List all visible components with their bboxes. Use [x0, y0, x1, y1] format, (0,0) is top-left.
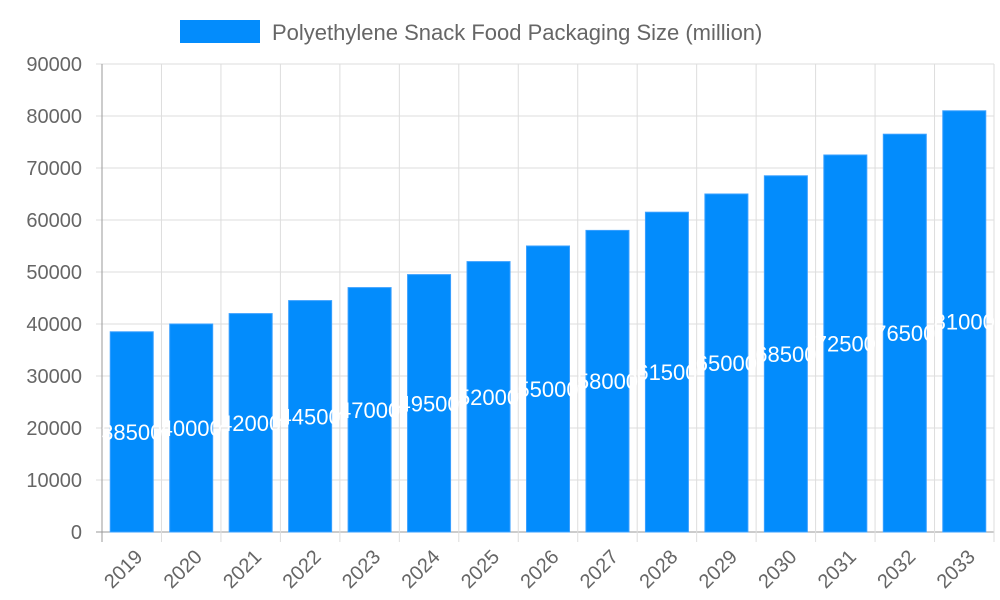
x-tick-label: 2030 — [754, 546, 801, 593]
bar-2028[interactable] — [644, 211, 689, 533]
y-tick-label: 90000 — [26, 54, 82, 76]
bar-2020[interactable] — [169, 323, 214, 533]
bar-2031[interactable] — [823, 154, 868, 533]
legend[interactable]: Polyethylene Snack Food Packaging Size (… — [180, 20, 762, 45]
data-label-2024: 49500 — [398, 391, 459, 416]
x-tick-label: 2026 — [517, 546, 564, 593]
bars — [109, 110, 987, 533]
y-tick-label: 20000 — [26, 418, 82, 440]
bar-2019[interactable] — [109, 331, 154, 533]
bar-2030[interactable] — [763, 175, 808, 533]
x-tick-label: 2024 — [398, 546, 445, 593]
bar-2022[interactable] — [288, 300, 333, 533]
x-tick-label: 2022 — [279, 546, 326, 593]
bar-2023[interactable] — [347, 287, 392, 533]
legend-swatch — [180, 20, 260, 43]
data-label-2030: 68500 — [755, 342, 816, 367]
x-tick-label: 2033 — [933, 546, 980, 593]
y-tick-label: 70000 — [26, 158, 82, 180]
bar-2027[interactable] — [585, 229, 630, 533]
y-tick-label: 50000 — [26, 262, 82, 284]
data-label-2026: 55000 — [517, 377, 578, 402]
data-label-2022: 44500 — [280, 404, 341, 429]
y-tick-label: 60000 — [26, 210, 82, 232]
x-tick-label: 2019 — [100, 546, 147, 593]
data-label-2033: 81000 — [934, 309, 995, 334]
data-label-2023: 47000 — [339, 398, 400, 423]
bar-2021[interactable] — [228, 313, 273, 533]
x-tick-label: 2028 — [635, 546, 682, 593]
y-tick-label: 40000 — [26, 314, 82, 336]
y-tick-label: 0 — [71, 522, 82, 544]
x-tick-label: 2020 — [160, 546, 207, 593]
bar-2032[interactable] — [882, 133, 927, 533]
data-label-2032: 76500 — [874, 321, 935, 346]
bar-2026[interactable] — [526, 245, 570, 533]
x-tick-label: 2029 — [695, 546, 742, 593]
data-label-2031: 72500 — [815, 332, 876, 357]
y-tick-label: 80000 — [26, 106, 82, 128]
bar-2033[interactable] — [942, 110, 987, 533]
y-tick-label: 30000 — [26, 366, 82, 388]
data-label-2027: 58000 — [577, 369, 638, 394]
x-tick-label: 2031 — [814, 546, 861, 593]
bar-2024[interactable] — [407, 274, 452, 533]
y-tick-label: 10000 — [26, 470, 82, 492]
data-label-2019: 38500 — [101, 420, 162, 445]
data-label-2029: 65000 — [696, 351, 757, 376]
data-label-2020: 40000 — [161, 416, 222, 441]
bar-2029[interactable] — [704, 193, 749, 533]
legend-label: Polyethylene Snack Food Packaging Size (… — [272, 20, 762, 45]
x-tick-label: 2021 — [219, 546, 266, 593]
x-tick-label: 2027 — [576, 546, 623, 593]
data-labels: 3850040000420004450047000495005200055000… — [101, 309, 995, 445]
data-label-2028: 61500 — [636, 360, 697, 385]
x-tick-label: 2025 — [457, 546, 504, 593]
data-label-2025: 52000 — [458, 385, 519, 410]
data-label-2021: 42000 — [220, 411, 281, 436]
x-tick-label: 2023 — [338, 546, 385, 593]
grid — [96, 63, 995, 542]
x-tick-label: 2032 — [873, 546, 920, 593]
bar-2025[interactable] — [466, 261, 511, 533]
